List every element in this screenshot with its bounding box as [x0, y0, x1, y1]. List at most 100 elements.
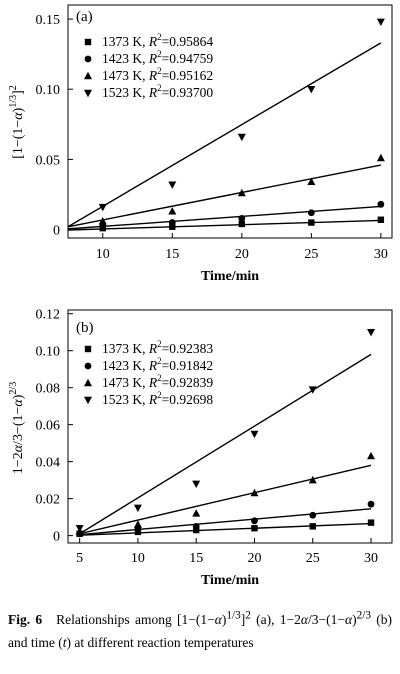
x-tick-label: 10 — [96, 247, 110, 262]
x-tick-label: 15 — [165, 247, 179, 262]
caption-segment: 1/3 — [226, 609, 241, 621]
x-tick-label: 30 — [364, 551, 378, 566]
figure-label: Fig. 6 — [8, 611, 43, 627]
legend-marker — [84, 378, 92, 387]
x-tick-label: 25 — [306, 551, 320, 566]
y-axis-title: 1−2α/3−(1−α)2/3 — [8, 382, 26, 474]
data-point — [168, 181, 177, 189]
data-point — [309, 523, 316, 530]
data-point — [376, 18, 385, 27]
caption-segment: ) — [352, 611, 357, 627]
data-point — [250, 430, 259, 439]
x-axis-title: Time/min — [201, 269, 259, 284]
fit-line — [67, 205, 381, 230]
panel-label: (a) — [76, 9, 93, 25]
x-tick-label: 25 — [304, 247, 318, 262]
fit-line — [79, 508, 372, 536]
caption-segment: (b) and time ( — [8, 611, 392, 650]
data-point — [251, 525, 258, 532]
data-point — [367, 451, 376, 460]
data-point — [192, 480, 201, 489]
x-tick-label: 20 — [235, 247, 249, 262]
y-tick-label: 0 — [53, 224, 60, 239]
figure-caption: Fig. 6 Relationships among [1−(1−α)1/3]2 … — [8, 604, 392, 654]
legend-entry: 1373 K, R2=0.95864 — [102, 32, 213, 49]
x-tick-label: 20 — [247, 551, 261, 566]
legend-marker — [84, 396, 92, 405]
data-point — [238, 214, 246, 222]
series-1373-k — [67, 216, 385, 232]
fit-line — [79, 522, 372, 536]
chart-panel-a: 10 15 20 25 30 0 0.05 0.10 0.15 Time/min [1−(1−α)1… — [8, 4, 393, 284]
y-tick-label: 0.04 — [36, 456, 61, 471]
y-tick-label: 0.02 — [36, 493, 61, 508]
series-1473-k — [67, 153, 385, 228]
data-point — [168, 219, 176, 226]
legend-entry: 1523 K, R2=0.92698 — [102, 390, 213, 407]
x-axis-title: Time/min — [201, 573, 259, 588]
caption-segment: α — [214, 611, 222, 627]
legend-entry: 1523 K, R2=0.93700 — [102, 83, 213, 100]
data-point — [133, 504, 142, 513]
chart-panel-b: 5 10 15 20 25 30 0 0.02 0.04 0.06 0.08 0.10 0.12 Time… — [8, 308, 393, 588]
fit-line — [79, 353, 372, 535]
y-tick-label: 0.12 — [36, 308, 61, 323]
caption-segment: ) at different reaction temperatures — [66, 634, 254, 650]
caption-segment: Relationships among [1−(1− — [56, 611, 215, 627]
legend-marker — [84, 71, 92, 80]
legend-marker — [84, 55, 92, 63]
data-point — [377, 200, 385, 208]
legend-marker — [84, 89, 92, 98]
y-axis-title: [1−(1−α)1/3]2 — [8, 85, 26, 159]
series-1523-k — [75, 328, 376, 535]
data-point — [308, 386, 317, 394]
y-tick-label: 0.06 — [36, 419, 61, 434]
data-point — [307, 177, 316, 186]
data-point — [367, 519, 375, 526]
data-point — [237, 133, 246, 142]
caption-segment: (a), 1−2 — [250, 611, 301, 627]
series-1423-k — [76, 500, 375, 538]
data-point — [192, 522, 200, 530]
data-point — [377, 216, 385, 223]
caption-segment: /3−(1− — [307, 611, 345, 627]
fit-line — [67, 219, 381, 231]
caption-segment: ] — [240, 611, 246, 627]
data-point — [75, 525, 84, 533]
legend-marker — [84, 38, 92, 46]
legend-entry: 1473 K, R2=0.92839 — [102, 373, 213, 390]
data-point — [238, 220, 246, 228]
plot-frame — [67, 309, 393, 544]
data-point — [308, 219, 315, 226]
y-tick-label: 0.10 — [36, 345, 61, 360]
caption-segment: t — [62, 634, 67, 650]
caption-segment: ) — [221, 611, 227, 627]
x-tick-label: 10 — [131, 551, 145, 566]
x-tick-label: 15 — [189, 551, 203, 566]
data-point — [237, 188, 246, 197]
legend-entry: 1473 K, R2=0.95162 — [102, 66, 213, 83]
y-tick-label: 0.15 — [36, 13, 61, 28]
panel-label: (b) — [76, 320, 94, 336]
data-point — [250, 488, 259, 497]
x-tick-label: 5 — [76, 551, 83, 566]
data-point — [98, 216, 107, 225]
caption-text: Relationships among [1−(1−α)1/3]2 (a), 1… — [8, 609, 392, 650]
data-point — [367, 328, 376, 337]
data-point — [192, 509, 201, 517]
fit-line — [79, 464, 372, 535]
data-point — [251, 517, 258, 525]
series-1523-k — [67, 18, 385, 228]
data-point — [376, 153, 385, 162]
data-point — [308, 475, 317, 484]
legend-entry: 1423 K, R2=0.91842 — [102, 356, 213, 373]
caption-segment: α — [344, 611, 353, 627]
data-point — [193, 526, 200, 534]
plot-frame — [67, 4, 393, 239]
caption-segment: α — [300, 611, 308, 627]
data-point — [307, 86, 316, 94]
data-point — [169, 223, 176, 230]
y-tick-label: 0.08 — [36, 382, 61, 397]
